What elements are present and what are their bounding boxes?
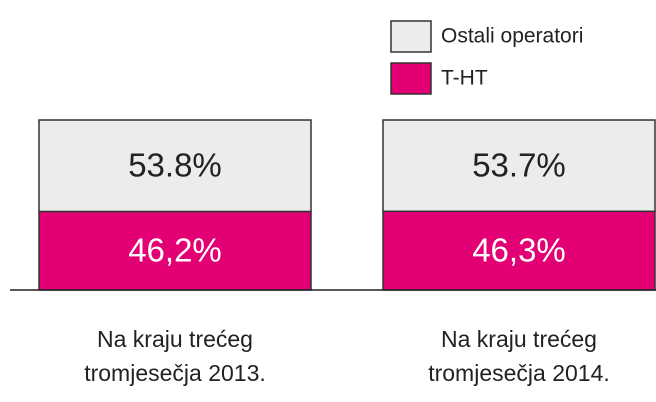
bar-segment <box>38 210 312 291</box>
legend-label: T-HT <box>441 67 488 90</box>
x-tick-label: Na kraju trećeg tromjesečja 2014. <box>428 326 610 386</box>
x-tick-label: Na kraju trećeg tromjesečja 2013. <box>84 326 266 386</box>
value-label: 46,3% <box>472 231 566 268</box>
bar-segment <box>382 119 656 213</box>
legend-swatch <box>390 20 432 53</box>
bar-segment <box>38 119 312 213</box>
bar-segment <box>382 210 656 291</box>
value-label: 46,2% <box>128 231 222 268</box>
value-label: 53.8% <box>128 146 222 183</box>
value-label: 53.7% <box>472 146 566 183</box>
legend-swatch <box>390 62 432 95</box>
legend-label: Ostali operatori <box>441 25 583 48</box>
